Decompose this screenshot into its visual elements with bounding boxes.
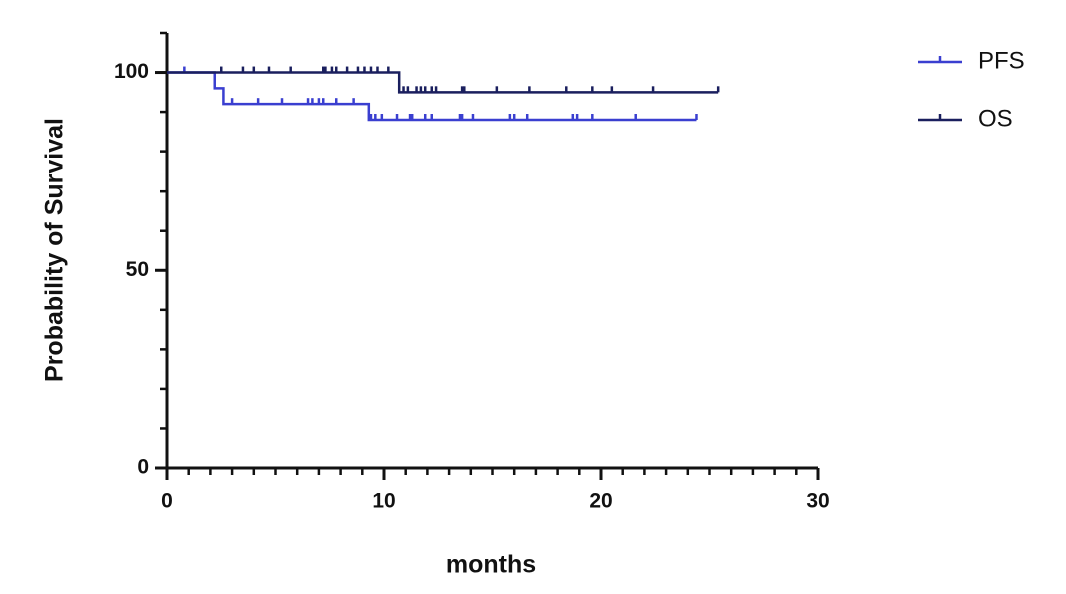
y-axis-title: Probability of Survival <box>41 118 69 382</box>
x-tick-label: 30 <box>806 490 829 513</box>
x-axis-title: months <box>446 551 536 579</box>
survival-curve <box>167 71 719 94</box>
survival-curve <box>167 71 697 122</box>
legend-label: OS <box>978 105 1013 132</box>
y-tick-label: 0 <box>137 456 149 479</box>
legend-label: PFS <box>978 47 1025 74</box>
x-tick-label: 20 <box>589 490 612 513</box>
x-tick-label: 0 <box>161 490 173 513</box>
y-tick-label: 100 <box>114 60 149 83</box>
y-tick-label: 50 <box>126 258 149 281</box>
x-tick-label: 10 <box>372 490 395 513</box>
